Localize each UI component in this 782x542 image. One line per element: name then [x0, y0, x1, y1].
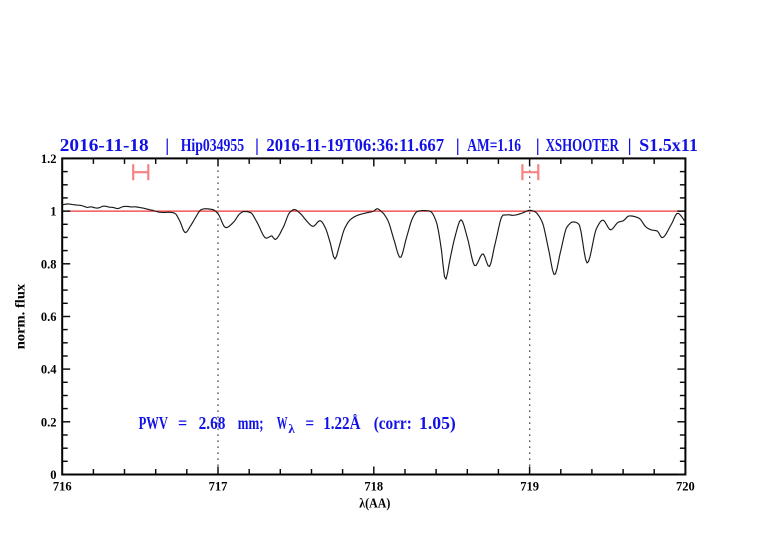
- svg-text:=: =: [305, 413, 314, 433]
- svg-text:norm. flux: norm. flux: [14, 284, 29, 350]
- svg-text:1.05): 1.05): [419, 413, 456, 434]
- svg-text:2.68: 2.68: [199, 413, 226, 433]
- svg-text:1.2: 1.2: [41, 152, 57, 166]
- svg-text:718: 718: [364, 479, 383, 493]
- svg-text:1.22Å: 1.22Å: [323, 413, 360, 433]
- svg-text:1: 1: [50, 205, 56, 219]
- svg-text:|: |: [628, 135, 632, 155]
- svg-text:|: |: [456, 135, 460, 155]
- svg-text:W: W: [277, 413, 288, 433]
- svg-text:0: 0: [50, 468, 56, 482]
- svg-text:716: 716: [53, 479, 72, 493]
- svg-text:PWV: PWV: [139, 413, 168, 433]
- svg-text:|: |: [165, 135, 169, 155]
- svg-text:AM=1.16: AM=1.16: [467, 135, 521, 155]
- svg-text:λ(AA): λ(AA): [359, 496, 390, 511]
- svg-text:λ: λ: [288, 422, 295, 436]
- svg-text:0.6: 0.6: [41, 310, 57, 324]
- svg-text:2016-11-18: 2016-11-18: [60, 135, 149, 155]
- svg-text:(corr:: (corr:: [374, 413, 412, 434]
- svg-text:0.8: 0.8: [41, 257, 57, 271]
- svg-text:Hip034955: Hip034955: [181, 135, 244, 155]
- svg-text:S1.5x11: S1.5x11: [639, 135, 698, 155]
- svg-text:0.4: 0.4: [41, 363, 57, 377]
- svg-text:mm;: mm;: [238, 413, 264, 433]
- svg-text:720: 720: [676, 479, 695, 493]
- svg-text:=: =: [178, 413, 187, 433]
- svg-text:|: |: [255, 135, 259, 155]
- svg-text:|: |: [536, 135, 540, 155]
- svg-text:0.2: 0.2: [41, 415, 57, 429]
- svg-text:XSHOOTER: XSHOOTER: [546, 135, 620, 155]
- svg-text:719: 719: [520, 479, 539, 493]
- svg-text:717: 717: [209, 479, 228, 493]
- svg-text:2016-11-19T06:36:11.667: 2016-11-19T06:36:11.667: [266, 135, 444, 155]
